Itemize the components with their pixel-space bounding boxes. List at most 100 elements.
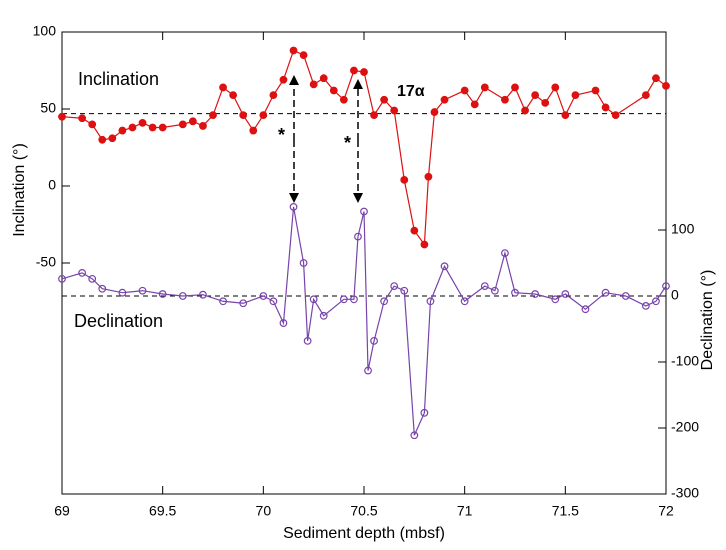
data-point xyxy=(98,135,107,144)
x-tick-label: 72 xyxy=(658,503,674,519)
data-point xyxy=(420,408,429,417)
y-tick-label: -50 xyxy=(36,254,56,270)
data-point xyxy=(641,302,650,310)
data-point xyxy=(350,66,358,75)
data-point xyxy=(58,274,66,283)
data-point xyxy=(239,111,248,120)
x-tick-label: 69.5 xyxy=(149,503,176,519)
data-point xyxy=(390,282,399,291)
data-point xyxy=(531,91,540,100)
data-point xyxy=(410,226,419,235)
data-point xyxy=(118,288,127,297)
data-point xyxy=(78,269,87,277)
data-point xyxy=(541,98,550,107)
data-point xyxy=(601,288,610,297)
data-point xyxy=(601,103,610,112)
data-point xyxy=(424,172,433,181)
data-point xyxy=(460,297,469,306)
data-point xyxy=(138,118,147,127)
data-point xyxy=(88,274,97,283)
data-point xyxy=(303,336,312,345)
data-point xyxy=(641,91,650,100)
data-point xyxy=(370,336,378,345)
data-point xyxy=(158,123,167,132)
x-tick-label: 71.5 xyxy=(552,503,579,519)
data-point xyxy=(269,297,278,306)
y2-tick-label: 0 xyxy=(671,287,679,303)
data-point xyxy=(219,83,227,92)
data-point xyxy=(551,83,560,92)
y2-axis-title: Declination (°) xyxy=(699,270,716,371)
data-point xyxy=(350,295,358,304)
data-point xyxy=(309,295,318,304)
data-point xyxy=(360,207,368,216)
data-point xyxy=(490,286,499,295)
data-point xyxy=(662,81,670,90)
data-point xyxy=(78,114,87,123)
y-axis-title: Inclination (°) xyxy=(11,143,28,237)
data-point xyxy=(269,91,278,100)
annotation: * xyxy=(344,133,351,153)
data-point xyxy=(420,240,429,249)
x-axis-title: Sediment depth (mbsf) xyxy=(283,525,445,542)
data-point xyxy=(58,112,66,121)
data-point xyxy=(380,297,389,306)
data-point xyxy=(551,295,560,304)
data-point xyxy=(370,111,378,120)
data-point xyxy=(531,290,540,298)
data-point xyxy=(279,319,288,327)
data-point xyxy=(521,106,529,115)
data-point xyxy=(138,286,147,295)
y2-tick-label: -200 xyxy=(671,419,699,435)
data-point xyxy=(199,290,207,299)
data-point xyxy=(239,299,248,308)
data-point xyxy=(279,75,288,84)
data-point xyxy=(480,282,489,291)
data-point xyxy=(259,111,268,120)
data-point xyxy=(188,117,197,126)
data-point xyxy=(390,106,399,115)
data-point xyxy=(621,292,630,300)
data-point xyxy=(299,51,308,59)
data-point xyxy=(219,297,227,306)
data-point xyxy=(511,288,519,297)
data-point xyxy=(410,431,419,440)
data-point xyxy=(480,83,489,92)
data-point xyxy=(470,100,479,109)
data-point xyxy=(440,95,449,104)
data-point xyxy=(430,108,439,116)
data-point xyxy=(148,123,157,132)
data-point xyxy=(98,284,107,293)
annotation: Declination xyxy=(74,311,163,331)
data-point xyxy=(309,80,318,89)
data-point xyxy=(108,134,117,143)
data-point xyxy=(400,175,409,184)
data-point xyxy=(652,74,660,83)
y-tick-label: 100 xyxy=(33,23,57,39)
data-point xyxy=(178,120,187,129)
data-point xyxy=(259,292,268,300)
data-point xyxy=(360,68,368,76)
data-point xyxy=(199,122,207,130)
annotation: * xyxy=(278,125,285,145)
plot-frame xyxy=(61,31,667,495)
y2-tick-label: -100 xyxy=(671,353,699,369)
annotation: Inclination xyxy=(78,69,159,89)
y-tick-label: 0 xyxy=(48,177,56,193)
data-point xyxy=(118,126,127,135)
data-point xyxy=(329,86,338,95)
data-point xyxy=(88,120,97,129)
data-point xyxy=(299,259,308,267)
data-point xyxy=(289,202,298,211)
data-point xyxy=(380,95,389,104)
data-point xyxy=(561,290,570,298)
data-point xyxy=(229,91,238,100)
data-point xyxy=(319,74,328,83)
data-point xyxy=(289,46,298,55)
data-point xyxy=(501,95,509,104)
data-point xyxy=(249,126,258,135)
data-point xyxy=(178,292,187,300)
data-point xyxy=(652,297,660,306)
series-line xyxy=(61,206,667,436)
